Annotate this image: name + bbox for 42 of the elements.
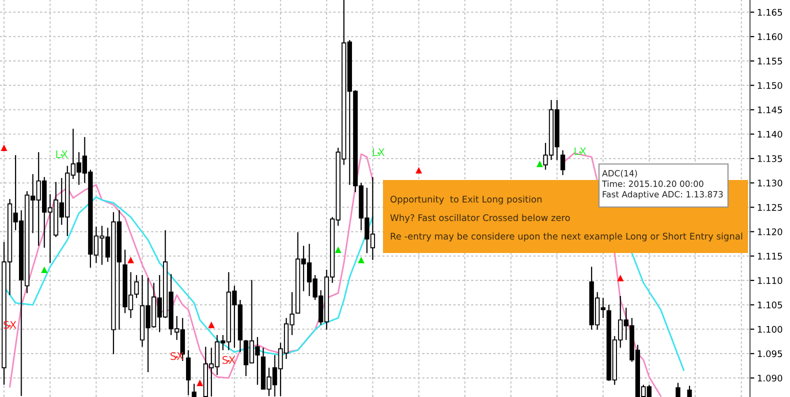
annotation: Time: 2015.10.20 00:00 xyxy=(602,180,704,187)
data-label: SX xyxy=(222,356,236,364)
annotation: Re -entry may be considere upon the next example Long or Short Entry signal xyxy=(390,232,742,242)
point xyxy=(41,266,48,273)
point xyxy=(0,144,8,152)
y-tick-label: 1.120 xyxy=(758,228,782,236)
point xyxy=(416,166,422,174)
y-tick-label: 1.135 xyxy=(758,155,782,162)
y-tick-label: 1.165 xyxy=(758,8,782,16)
y-tick-label: 1.145 xyxy=(758,106,782,114)
candlestick xyxy=(560,150,566,176)
point xyxy=(196,380,204,386)
data-label: LX xyxy=(373,148,385,156)
y-tick-label: 1.125 xyxy=(758,204,782,211)
candlestick xyxy=(676,382,680,397)
annotation: Fast Adaptive ADC: 1.13.873 xyxy=(602,190,723,200)
point xyxy=(617,274,624,282)
y-tick-label: 1.150 xyxy=(758,82,782,89)
y-tick-label: 1.090 xyxy=(758,374,782,382)
point xyxy=(358,256,364,264)
annotation: Opportunity to Exit Long position xyxy=(390,196,542,204)
point xyxy=(334,246,342,253)
y-tick-label: 1.130 xyxy=(758,180,782,186)
data-label: LX xyxy=(56,150,68,158)
candlestick xyxy=(186,350,191,396)
y-tick-label: 1.160 xyxy=(758,33,782,40)
y-tick-label: 1.155 xyxy=(758,58,782,65)
y-tick-label: 1.110 xyxy=(758,277,782,284)
y-tick-label: 1.115 xyxy=(758,252,782,260)
y-tick-label: 1.095 xyxy=(758,350,782,358)
annotation: Why? Fast oscillator Crossed below zero xyxy=(390,214,570,223)
point xyxy=(128,256,134,264)
candlestick xyxy=(134,274,139,299)
candlestick xyxy=(192,383,196,397)
y-tick-label: 1.105 xyxy=(758,302,782,308)
annotation: ADC(14) xyxy=(602,170,637,178)
y-tick-label: 1.140 xyxy=(758,130,782,138)
point xyxy=(208,322,215,328)
data-label: LX xyxy=(574,147,586,156)
y-tick-label: 1.100 xyxy=(758,326,782,333)
candlestick xyxy=(687,385,692,397)
point xyxy=(536,160,544,168)
